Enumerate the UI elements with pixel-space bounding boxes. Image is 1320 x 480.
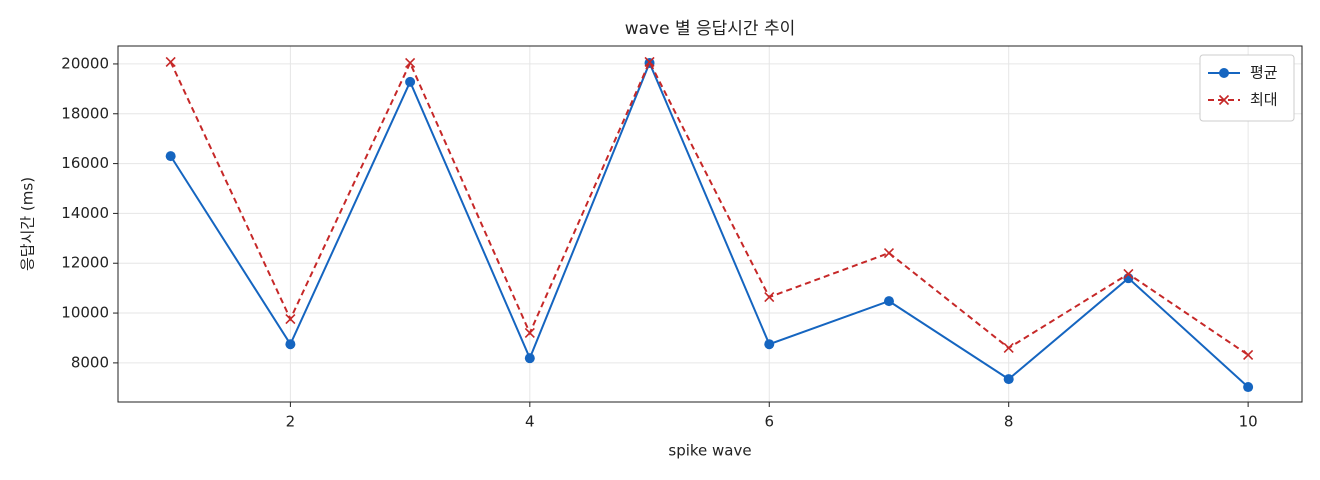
point [405, 76, 416, 87]
legend-box [1199, 54, 1295, 122]
y-tick-label: 8000 [71, 353, 109, 371]
point [764, 339, 775, 350]
series-line [169, 60, 1249, 388]
x-tick-label: 8 [1004, 413, 1014, 431]
point [285, 313, 296, 325]
point [285, 339, 296, 350]
point [1003, 342, 1014, 354]
point [524, 327, 535, 339]
x-tick-label: 4 [525, 413, 535, 431]
x-axis-label: spike wave [668, 442, 751, 460]
legend-marker [1219, 68, 1229, 78]
x-tick-label: 6 [764, 413, 774, 431]
series-line [169, 59, 1249, 356]
y-tick-label: 16000 [61, 154, 109, 172]
x-tick-label: 2 [286, 413, 296, 431]
point [764, 292, 775, 303]
y-axis-label: 응답시간 (ms) [19, 177, 37, 271]
point [405, 57, 416, 69]
point [165, 56, 176, 68]
x-tick-label: 10 [1239, 413, 1258, 431]
point [1243, 382, 1254, 393]
legend-label: 평균 [1250, 64, 1278, 82]
y-tick-label: 14000 [61, 204, 109, 222]
y-tick-label: 12000 [61, 254, 109, 272]
y-tick-label: 18000 [61, 104, 109, 122]
y-tick-label: 10000 [61, 304, 109, 322]
point [883, 296, 894, 307]
plot-frame [117, 45, 1303, 403]
point [1003, 374, 1014, 385]
chart-title: wave 별 응답시간 추이 [625, 19, 796, 39]
point [165, 151, 176, 162]
legend-marker [1218, 94, 1230, 106]
y-tick-label: 20000 [61, 54, 109, 72]
point [883, 247, 895, 259]
point [524, 353, 535, 364]
point [1123, 268, 1134, 280]
point [1243, 349, 1254, 360]
point [644, 56, 655, 68]
legend-label: 최대 [1250, 91, 1278, 109]
